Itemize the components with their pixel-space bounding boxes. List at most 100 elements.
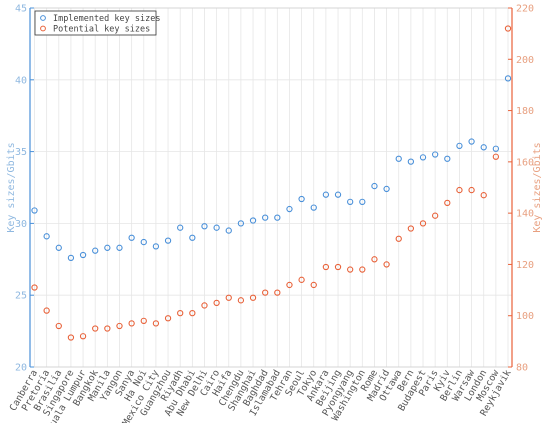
- potential-key-size-point: [128, 320, 135, 327]
- potential-key-size-point: [79, 333, 87, 340]
- potential-key-size-point: [213, 299, 220, 307]
- implemented-key-size-point: [237, 220, 245, 227]
- implemented-key-size-point: [43, 233, 50, 240]
- right-tick-label: 200: [516, 55, 534, 66]
- potential-key-size-point: [225, 294, 232, 301]
- implemented-key-size-point: [347, 198, 354, 206]
- implemented-key-size-point: [371, 182, 378, 190]
- potential-key-size-point: [456, 186, 463, 194]
- potential-key-size-point: [55, 322, 62, 330]
- potential-key-size-point: [468, 186, 475, 194]
- implemented-key-size-point: [286, 205, 293, 213]
- implemented-key-size-point: [213, 224, 220, 231]
- potential-key-size-point: [298, 276, 305, 283]
- potential-key-size-point: [383, 261, 390, 268]
- potential-key-size-point: [116, 322, 123, 330]
- potential-key-size-point: [177, 309, 184, 317]
- implemented-key-size-point: [310, 204, 317, 211]
- left-tick-label: 25: [15, 291, 27, 302]
- potential-key-size-point: [347, 266, 354, 273]
- implemented-key-size-point: [164, 237, 172, 244]
- implemented-key-size-point: [444, 155, 451, 162]
- right-tick-label: 120: [516, 260, 534, 271]
- implemented-key-size-point: [140, 238, 147, 246]
- potential-key-size-point: [262, 289, 269, 296]
- implemented-key-size-point: [395, 155, 402, 162]
- potential-key-size-point: [274, 289, 281, 296]
- implemented-key-size-point: [55, 244, 62, 251]
- implemented-key-size-point: [298, 195, 305, 203]
- implemented-key-size-point: [504, 75, 512, 82]
- implemented-key-size-point: [432, 151, 439, 158]
- implemented-key-size-point: [31, 207, 38, 214]
- potential-key-size-point: [104, 325, 111, 332]
- potential-key-size-point: [152, 320, 160, 327]
- implemented-key-size-point: [456, 142, 463, 150]
- potential-key-size-point: [164, 315, 172, 322]
- right-tick-label: 180: [516, 106, 534, 117]
- implemented-key-size-point: [79, 251, 87, 259]
- potential-key-size-point: [419, 220, 427, 227]
- potential-key-size-point: [92, 325, 99, 332]
- potential-key-size-point: [432, 212, 439, 219]
- potential-key-size-point: [67, 334, 75, 341]
- potential-key-size-point: [407, 225, 415, 232]
- implemented-key-size-point: [249, 217, 257, 224]
- implemented-key-size-point: [201, 223, 208, 230]
- legend-label: Implemented key sizes: [53, 14, 160, 24]
- potential-key-size-point: [334, 263, 342, 271]
- implemented-key-size-point: [359, 198, 366, 206]
- potential-key-size-point: [444, 199, 451, 207]
- implemented-key-size-point: [262, 214, 269, 221]
- implemented-key-size-point: [383, 185, 390, 193]
- potential-key-size-point: [189, 309, 196, 317]
- implemented-key-size-point: [492, 145, 500, 152]
- right-tick-label: 220: [516, 4, 534, 15]
- potential-key-size-point: [43, 307, 50, 314]
- potential-key-size-point: [310, 281, 317, 289]
- potential-key-size-point: [237, 297, 245, 304]
- implemented-key-size-point: [419, 154, 427, 161]
- potential-key-size-point: [504, 25, 512, 32]
- right-axis-title: Key sizes/Gbits: [532, 142, 543, 232]
- potential-key-size-point: [371, 256, 378, 263]
- implemented-key-size-point: [67, 254, 75, 262]
- right-tick-label: 140: [516, 209, 534, 220]
- implemented-key-size-point: [189, 234, 196, 241]
- left-tick-label: 40: [15, 75, 27, 86]
- potential-key-size-point: [31, 284, 38, 291]
- potential-key-size-point: [249, 294, 257, 301]
- left-axis-title: Key sizes/Gbits: [6, 142, 17, 232]
- implemented-key-size-point: [116, 244, 123, 251]
- implemented-key-size-point: [468, 138, 475, 145]
- legend-label: Potential key sizes: [53, 25, 150, 35]
- implemented-key-size-point: [104, 244, 111, 251]
- implemented-key-size-point: [322, 191, 330, 198]
- legend-box: [34, 10, 157, 36]
- implemented-key-size-point: [225, 227, 232, 234]
- potential-key-size-point: [492, 153, 500, 160]
- right-tick-label: 160: [516, 157, 534, 168]
- implemented-key-size-point: [128, 234, 135, 241]
- implemented-key-size-point: [92, 247, 99, 254]
- right-tick-label: 100: [516, 311, 534, 322]
- implemented-key-size-point: [480, 144, 487, 151]
- implemented-key-size-point: [177, 224, 184, 231]
- potential-key-size-point: [395, 235, 402, 242]
- potential-key-size-point: [480, 192, 487, 199]
- potential-key-size-point: [359, 266, 366, 273]
- implemented-key-size-point: [334, 191, 342, 198]
- potential-key-size-point: [286, 281, 293, 289]
- potential-key-size-point: [201, 302, 208, 309]
- legend-marker: [40, 25, 46, 32]
- implemented-key-size-point: [152, 243, 160, 250]
- left-tick-label: 20: [15, 363, 27, 374]
- potential-key-size-point: [140, 317, 147, 324]
- left-tick-label: 35: [15, 147, 27, 158]
- legend-marker: [40, 15, 46, 21]
- left-tick-label: 45: [15, 4, 27, 15]
- potential-key-size-point: [322, 263, 330, 271]
- implemented-key-size-point: [407, 158, 415, 165]
